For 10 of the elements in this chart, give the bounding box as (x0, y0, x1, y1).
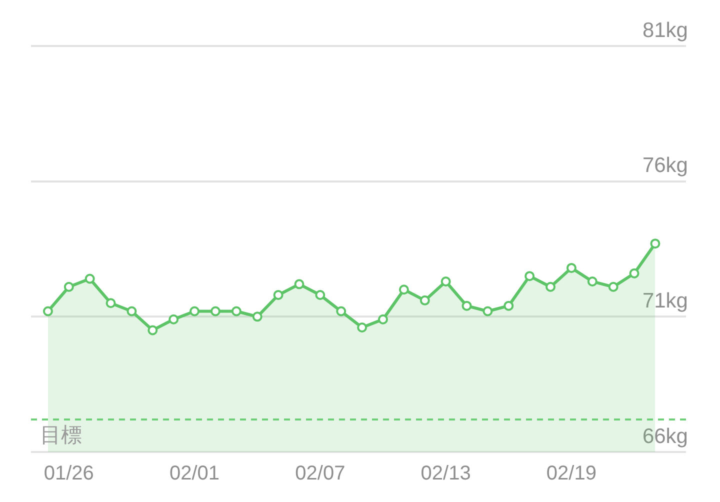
x-tick-label: 01/26 (44, 462, 94, 485)
y-tick-label: 76kg (642, 154, 688, 178)
y-tick-label: 81kg (642, 18, 688, 42)
x-tick-label: 02/19 (546, 462, 596, 485)
y-tick-label: 71kg (642, 289, 688, 312)
x-tick-label: 02/13 (420, 462, 471, 485)
ref-line-label: 目標 (40, 424, 82, 447)
y-tick-label: 66kg (642, 424, 688, 448)
x-tick-label: 02/01 (170, 462, 220, 485)
x-tick-label: 02/07 (295, 462, 346, 485)
